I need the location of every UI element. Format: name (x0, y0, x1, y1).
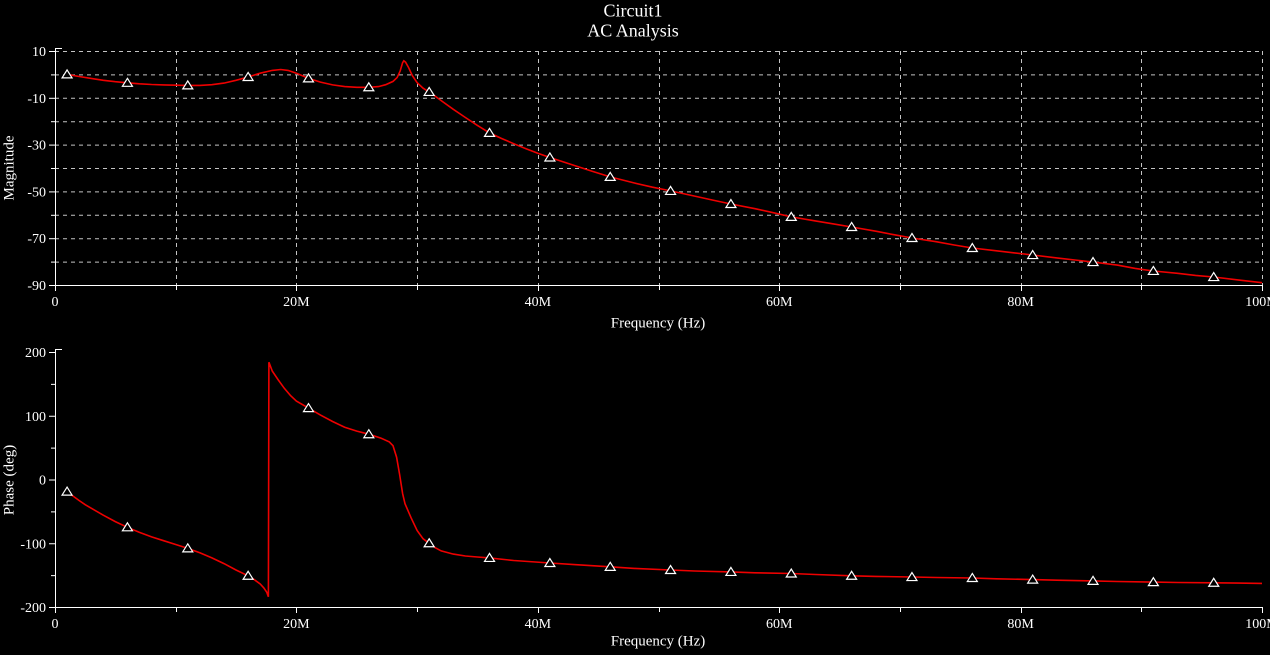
magnitude-data-point-marker (423, 86, 436, 97)
magnitude-x-tick-label: 80M (1007, 295, 1034, 310)
phase-data-point-marker (242, 570, 255, 580)
phase-data-point-marker (905, 571, 919, 582)
plot-title: Circuit1 (603, 0, 663, 21)
magnitude-data-point-marker (302, 72, 315, 83)
magnitude-data-point-marker (543, 151, 556, 162)
phase-data-point-marker (60, 485, 74, 496)
phase-axis-title: Phase (deg) (1, 444, 18, 516)
magnitude-curve (66, 59, 1263, 284)
magnitude-data-point-marker (242, 71, 255, 82)
magnitude-axis-title: Magnitude (1, 135, 18, 201)
magnitude-data-point-marker (60, 68, 74, 79)
phase-data-point-marker (966, 572, 979, 583)
magnitude-y-tick-label: -90 (27, 279, 46, 294)
phase-markers (60, 402, 1220, 587)
phase-data-point-marker (483, 552, 496, 563)
phase-x-tick-label: 0 (52, 617, 59, 632)
phase-y-tick-label: 200 (25, 346, 46, 361)
magnitude-data-point-marker (845, 221, 858, 232)
magnitude-data-point-marker (483, 127, 496, 137)
magnitude-data-point-marker (724, 198, 738, 209)
magnitude-markers (60, 68, 1220, 282)
phase-y-tick-label: -100 (20, 537, 46, 552)
magnitude-gridlines (55, 51, 1263, 285)
magnitude-data-point-marker (785, 211, 798, 222)
magnitude-data-point-marker (1207, 271, 1220, 282)
magnitude-y-tick-label: -50 (27, 185, 46, 200)
phase-data-point-marker (543, 557, 556, 568)
phase-data-point-marker (1207, 577, 1220, 587)
phase-y-tick-label: -200 (20, 601, 46, 616)
phase-x-axis-title: Frequency (Hz) (610, 633, 706, 650)
phase-x-tick-label: 60M (766, 617, 793, 632)
phase-y-tick-label: 0 (39, 474, 46, 489)
magnitude-x-tick-label: 40M (525, 295, 552, 310)
phase-x-tick-label: 40M (525, 617, 552, 632)
phase-x-tick-label: 80M (1007, 617, 1034, 632)
phase-data-point-marker (302, 402, 315, 413)
phase-data-point-marker (1026, 573, 1039, 584)
magnitude-data-point-marker (966, 242, 979, 253)
magnitude-data-point-marker (121, 77, 134, 87)
magnitude-y-tick-label: 10 (32, 45, 46, 60)
phase-x-tick-label: 20M (283, 617, 310, 632)
magnitude-data-point-marker (1147, 265, 1160, 276)
plot-subtitle: AC Analysis (587, 20, 679, 41)
magnitude-data-point-marker (905, 232, 919, 243)
magnitude-y-tick-label: -10 (27, 92, 46, 107)
magnitude-data-point-marker (1086, 256, 1100, 267)
magnitude-x-tick-label: 20M (283, 295, 310, 310)
phase-data-point-marker (724, 566, 738, 577)
magnitude-data-point-marker (1026, 249, 1039, 260)
phase-data-point-marker (423, 537, 436, 548)
magnitude-x-tick-label: 60M (766, 295, 793, 310)
magnitude-x-axis-title: Frequency (Hz) (610, 315, 706, 332)
phase-data-point-marker (181, 542, 194, 553)
phase-curve (66, 361, 1263, 598)
phase-data-point-marker (362, 428, 375, 439)
magnitude-data-point-marker (181, 79, 194, 90)
magnitude-axes (49, 48, 1263, 291)
magnitude-data-point-marker (362, 81, 375, 92)
phase-data-point-marker (845, 570, 858, 580)
phase-data-point-marker (1147, 576, 1160, 587)
magnitude-data-point-marker (664, 185, 677, 196)
phase-data-point-marker (1086, 575, 1100, 585)
phase-data-point-marker (604, 561, 617, 571)
magnitude-x-tick-label: 0 (52, 295, 59, 310)
phase-data-point-marker (121, 521, 134, 532)
magnitude-y-tick-label: -30 (27, 139, 46, 154)
magnitude-y-tick-label: -70 (27, 232, 46, 247)
phase-data-point-marker (785, 567, 798, 578)
phase-axes (49, 349, 1263, 613)
phase-data-point-marker (664, 564, 677, 575)
phase-y-tick-label: 100 (25, 410, 46, 425)
magnitude-data-point-marker (604, 171, 617, 181)
